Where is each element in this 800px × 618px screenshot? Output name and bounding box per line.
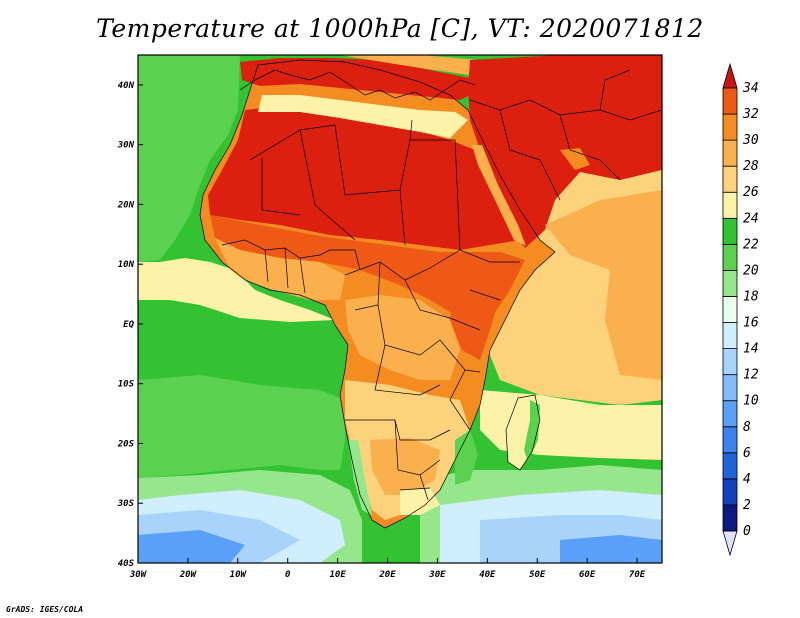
lat-tick-label: 40S	[118, 559, 135, 569]
colorbar-swatch	[722, 374, 738, 402]
colorbar-level-label: 16	[743, 316, 759, 331]
east-africa-hot	[450, 285, 500, 360]
west-africa-borders	[221, 239, 361, 294]
lat-tick-label: 10S	[118, 380, 135, 390]
sahel-warm-band	[210, 215, 525, 320]
sahara-hot-region	[208, 105, 520, 250]
colorbar-swatch	[722, 504, 738, 532]
longitude-axis: 30W 20W 10W 0 10E 20E 30E 40E 50E 60E 70E	[129, 558, 646, 580]
namib-coast-cool	[348, 440, 372, 515]
lat-tick-label: 30S	[117, 499, 135, 509]
colorbar-level-label: 26	[743, 185, 759, 200]
colorbar-over-triangle	[722, 62, 738, 89]
central-africa-borders	[344, 249, 461, 396]
europe-mild	[340, 55, 480, 75]
highveld-cool	[400, 488, 440, 515]
colorbar-level-label: 24	[743, 211, 759, 226]
lon-tick-label: 30E	[428, 570, 446, 580]
colorbar-level-label: 32	[742, 107, 759, 122]
lat-tick-label: 40N	[118, 81, 135, 91]
map-title: Temperature at 1000hPa [C], VT: 20200718…	[96, 14, 704, 43]
lon-tick-label: 10W	[230, 570, 248, 580]
lon-tick-label: 0	[285, 570, 291, 580]
colorbar-level-label: 4	[743, 472, 751, 487]
colorbar-level-label: 6	[743, 446, 751, 461]
lon-tick-label: 60E	[579, 570, 596, 580]
colorbar-swatch	[722, 87, 738, 115]
colorbar-swatch	[722, 243, 738, 271]
southern-europe-warm	[240, 58, 480, 100]
ocean-band-south-atlantic-mid	[138, 375, 345, 478]
mediterranean-sea	[258, 95, 468, 138]
red-sea	[472, 145, 526, 246]
central-africa-warm	[345, 295, 460, 380]
lat-tick-label: 10N	[118, 260, 135, 270]
lon-tick-label: 70E	[629, 570, 646, 580]
country-borders	[199, 59, 662, 529]
middle-east-borders	[469, 69, 662, 201]
map-frame	[137, 54, 663, 564]
lon-tick-label: 10E	[329, 570, 346, 580]
ocean-band-indian-warmer	[605, 265, 662, 380]
lon-tick-label: 30W	[129, 570, 148, 580]
grads-credit: GrADS: IGES/COLA	[6, 605, 84, 614]
persian-gulf	[560, 148, 590, 170]
madagascar-coastline	[505, 394, 541, 471]
ocean-band-north-atlantic	[138, 55, 240, 262]
colorbar-level-label: 0	[743, 524, 751, 539]
lon-tick-label: 20E	[378, 570, 396, 580]
colorbar-swatch	[722, 426, 738, 454]
lon-tick-label: 20W	[179, 570, 198, 580]
colorbar-swatch	[722, 400, 738, 428]
colorbar-level-label: 28	[743, 159, 759, 174]
colorbar-level-label: 12	[743, 368, 759, 383]
lat-tick-label: 30N	[117, 141, 135, 151]
europe-coastline	[239, 69, 476, 101]
africa-coastline	[199, 59, 556, 529]
colorbar-level-label: 8	[743, 420, 751, 435]
lon-tick-label: 50E	[529, 570, 546, 580]
colorbar-level-label: 2	[743, 498, 751, 513]
colorbar-swatch	[722, 452, 738, 480]
latitude-axis: 40N 30N 20N 10N EQ 10S 20S 30S 40S	[117, 81, 143, 569]
colorbar-level-label: 20	[743, 263, 759, 278]
colorbar-under-triangle	[722, 530, 738, 557]
ocean-band-tropical-atlantic	[138, 258, 335, 322]
ocean-band-south-indian-coldest	[560, 535, 662, 563]
east-africa-borders	[439, 249, 520, 431]
colorbar-swatch	[722, 165, 738, 193]
colorbar-swatch	[722, 270, 738, 297]
colorbar-swatch	[722, 296, 738, 323]
lat-tick-label: EQ	[123, 320, 134, 330]
southern-africa-borders	[345, 419, 451, 501]
lon-tick-label: 40E	[479, 570, 496, 580]
ocean-band-coldest-south	[138, 530, 245, 563]
arabian-sea-warm	[545, 190, 662, 270]
map-plot-area	[138, 55, 662, 563]
madagascar-east-coast	[524, 400, 540, 462]
colorbar-level-label: 30	[742, 133, 759, 148]
lat-tick-label: 20N	[117, 200, 135, 210]
kalahari-warm	[370, 438, 440, 495]
gulf-of-guinea-coast-warm	[215, 238, 345, 300]
colorbar-level-label: 34	[742, 81, 759, 96]
colorbar-swatch	[722, 113, 738, 141]
colorbar-swatch	[722, 322, 738, 349]
colorbar-level-label: 22	[743, 237, 759, 252]
colorbar-swatch	[722, 478, 738, 506]
mozambique-coast-green	[455, 430, 478, 485]
lat-tick-label: 20S	[117, 439, 135, 449]
colorbar-level-label: 14	[743, 342, 759, 357]
colorbar-level-label: 10	[743, 394, 759, 409]
colorbar-swatch	[722, 348, 738, 376]
colorbar-swatch	[722, 217, 738, 245]
colorbar-swatch	[722, 139, 738, 167]
colorbar-swatch	[722, 191, 738, 219]
north-africa-borders	[249, 119, 461, 251]
colorbar-level-label: 18	[743, 289, 759, 304]
